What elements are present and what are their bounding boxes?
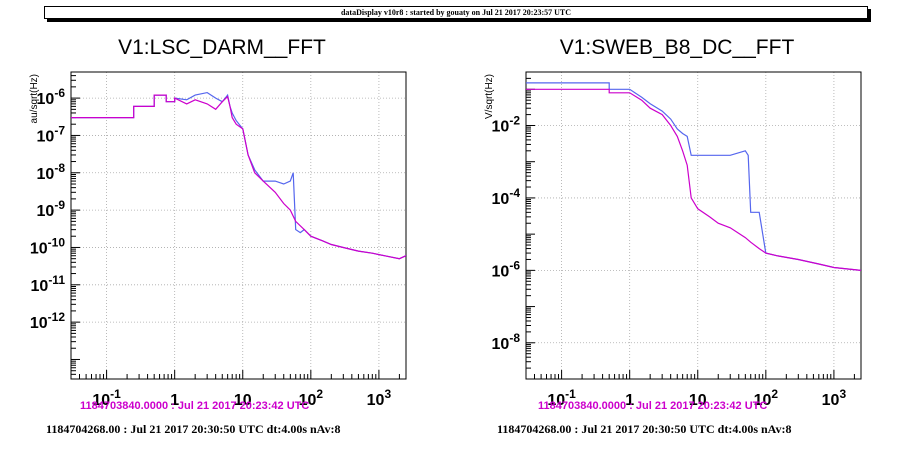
x-tick-label: 10-1 — [92, 387, 121, 409]
series-line — [71, 94, 406, 260]
y-tick-label: 10-6 — [492, 258, 521, 280]
x-tick-label: 102 — [299, 387, 324, 409]
legend-current-2: 1184704268.00 : Jul 21 2017 20:30:50 UTC… — [497, 422, 792, 436]
y-axis-label: au/sqrt(Hz) — [29, 74, 40, 123]
y-tick-label: 10-6 — [37, 86, 66, 108]
y-tick-label: 10-7 — [37, 123, 66, 145]
y-tick-label: 10-12 — [30, 310, 65, 332]
x-tick-label: 1 — [170, 392, 179, 409]
legend-current-1: 1184704268.00 : Jul 21 2017 20:30:50 UTC… — [46, 422, 341, 436]
legend-reference-2: 1184703840.0000 : Jul 21 2017 20:23:42 U… — [538, 400, 768, 412]
x-tick-label: 103 — [822, 387, 847, 409]
series-line — [526, 88, 861, 271]
y-tick-label: 10-11 — [31, 273, 66, 295]
y-tick-label: 10-9 — [37, 198, 66, 220]
x-tick-label: 103 — [367, 387, 392, 409]
header-shadow — [868, 9, 871, 22]
chart-panel-2: 10-1 1 10 102 103 10-2 10-4 10-6 10-8 V1:SWEB_B8_… — [484, 36, 862, 409]
x-tick-label: 10 — [689, 392, 707, 409]
chart-panel-1: 10-1 1 10 102 10310-610-710-810-910-1010-111… — [29, 36, 407, 409]
header-text: dataDisplay v10r8 : started by gouaty on… — [340, 8, 571, 17]
plot-frame — [70, 71, 407, 380]
legend-reference-1: 1184703840.0000 : Jul 21 2017 20:23:42 U… — [80, 400, 310, 412]
y-axis-label: V/sqrt(Hz) — [484, 74, 495, 119]
x-tick-label: 102 — [754, 387, 779, 409]
x-tick-label: 10 — [234, 392, 252, 409]
plot-frame — [525, 71, 862, 380]
y-tick-label: 10-4 — [492, 186, 521, 208]
x-tick-label: 10-1 — [547, 387, 576, 409]
y-tick-label: 10-2 — [492, 113, 521, 135]
y-tick-label: 10-10 — [30, 235, 65, 257]
series-line — [526, 82, 861, 271]
y-tick-label: 10-8 — [37, 161, 66, 183]
x-tick-label: 1 — [625, 392, 634, 409]
y-tick-label: 10-8 — [492, 331, 521, 353]
chart-title: V1:LSC_DARM__FFT — [118, 36, 326, 59]
header-shadow — [47, 19, 871, 22]
header-bar: dataDisplay v10r8 : started by gouaty on… — [44, 6, 868, 19]
chart-title: V1:SWEB_B8_DC__FFT — [560, 36, 795, 59]
